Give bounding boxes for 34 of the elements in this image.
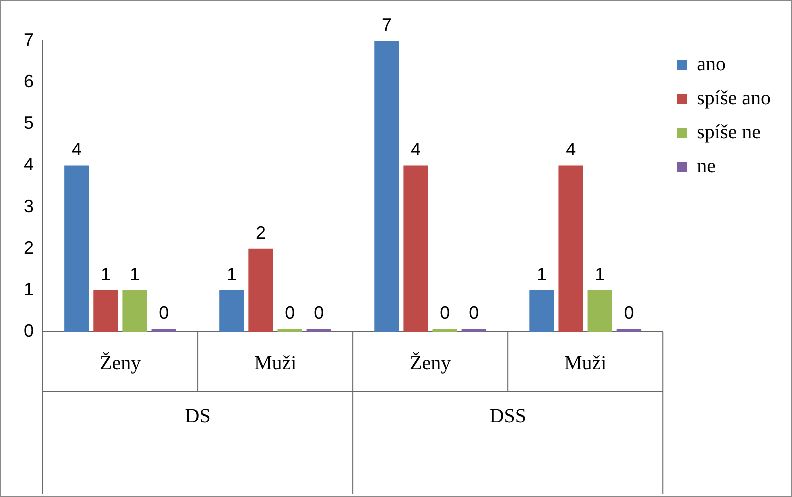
legend-label: ne [697, 155, 716, 178]
y-tick-label: 0 [24, 320, 34, 341]
data-label: 7 [382, 14, 392, 35]
data-label: 1 [226, 264, 237, 284]
data-label: 1 [130, 264, 140, 284]
data-label: 0 [624, 302, 634, 323]
data-label: 4 [72, 140, 82, 160]
legend-label: ano [697, 53, 726, 76]
y-tick-label: 7 [24, 30, 34, 50]
legend-label: spíše ne [697, 121, 762, 144]
data-label: 0 [469, 302, 480, 323]
y-tick-label: 1 [24, 279, 34, 300]
x-tick-label: Muži [564, 352, 608, 374]
legend-label: spíše ano [697, 87, 772, 110]
data-label: 4 [566, 140, 576, 160]
x-tick-label: Ženy [410, 351, 452, 374]
data-label: 0 [314, 302, 324, 323]
y-tick-label: 4 [24, 154, 34, 175]
text: DSS [490, 405, 526, 428]
x-tick-label: Ženy [100, 351, 142, 374]
data-label: 2 [256, 222, 266, 243]
data-label: 1 [100, 264, 111, 284]
data-label: 0 [285, 302, 296, 323]
y-tick-label: 5 [24, 113, 34, 134]
x-tick-label: Muži [254, 352, 298, 374]
data-label: 4 [411, 140, 422, 160]
y-tick-label: 3 [24, 196, 34, 216]
data-label: 0 [440, 302, 450, 323]
data-label: 1 [595, 264, 606, 284]
data-label: 1 [537, 264, 548, 284]
y-tick-label: 2 [24, 238, 34, 258]
data-label: 0 [159, 302, 170, 323]
text: DS [185, 405, 211, 428]
y-tick-label: 6 [24, 72, 34, 92]
